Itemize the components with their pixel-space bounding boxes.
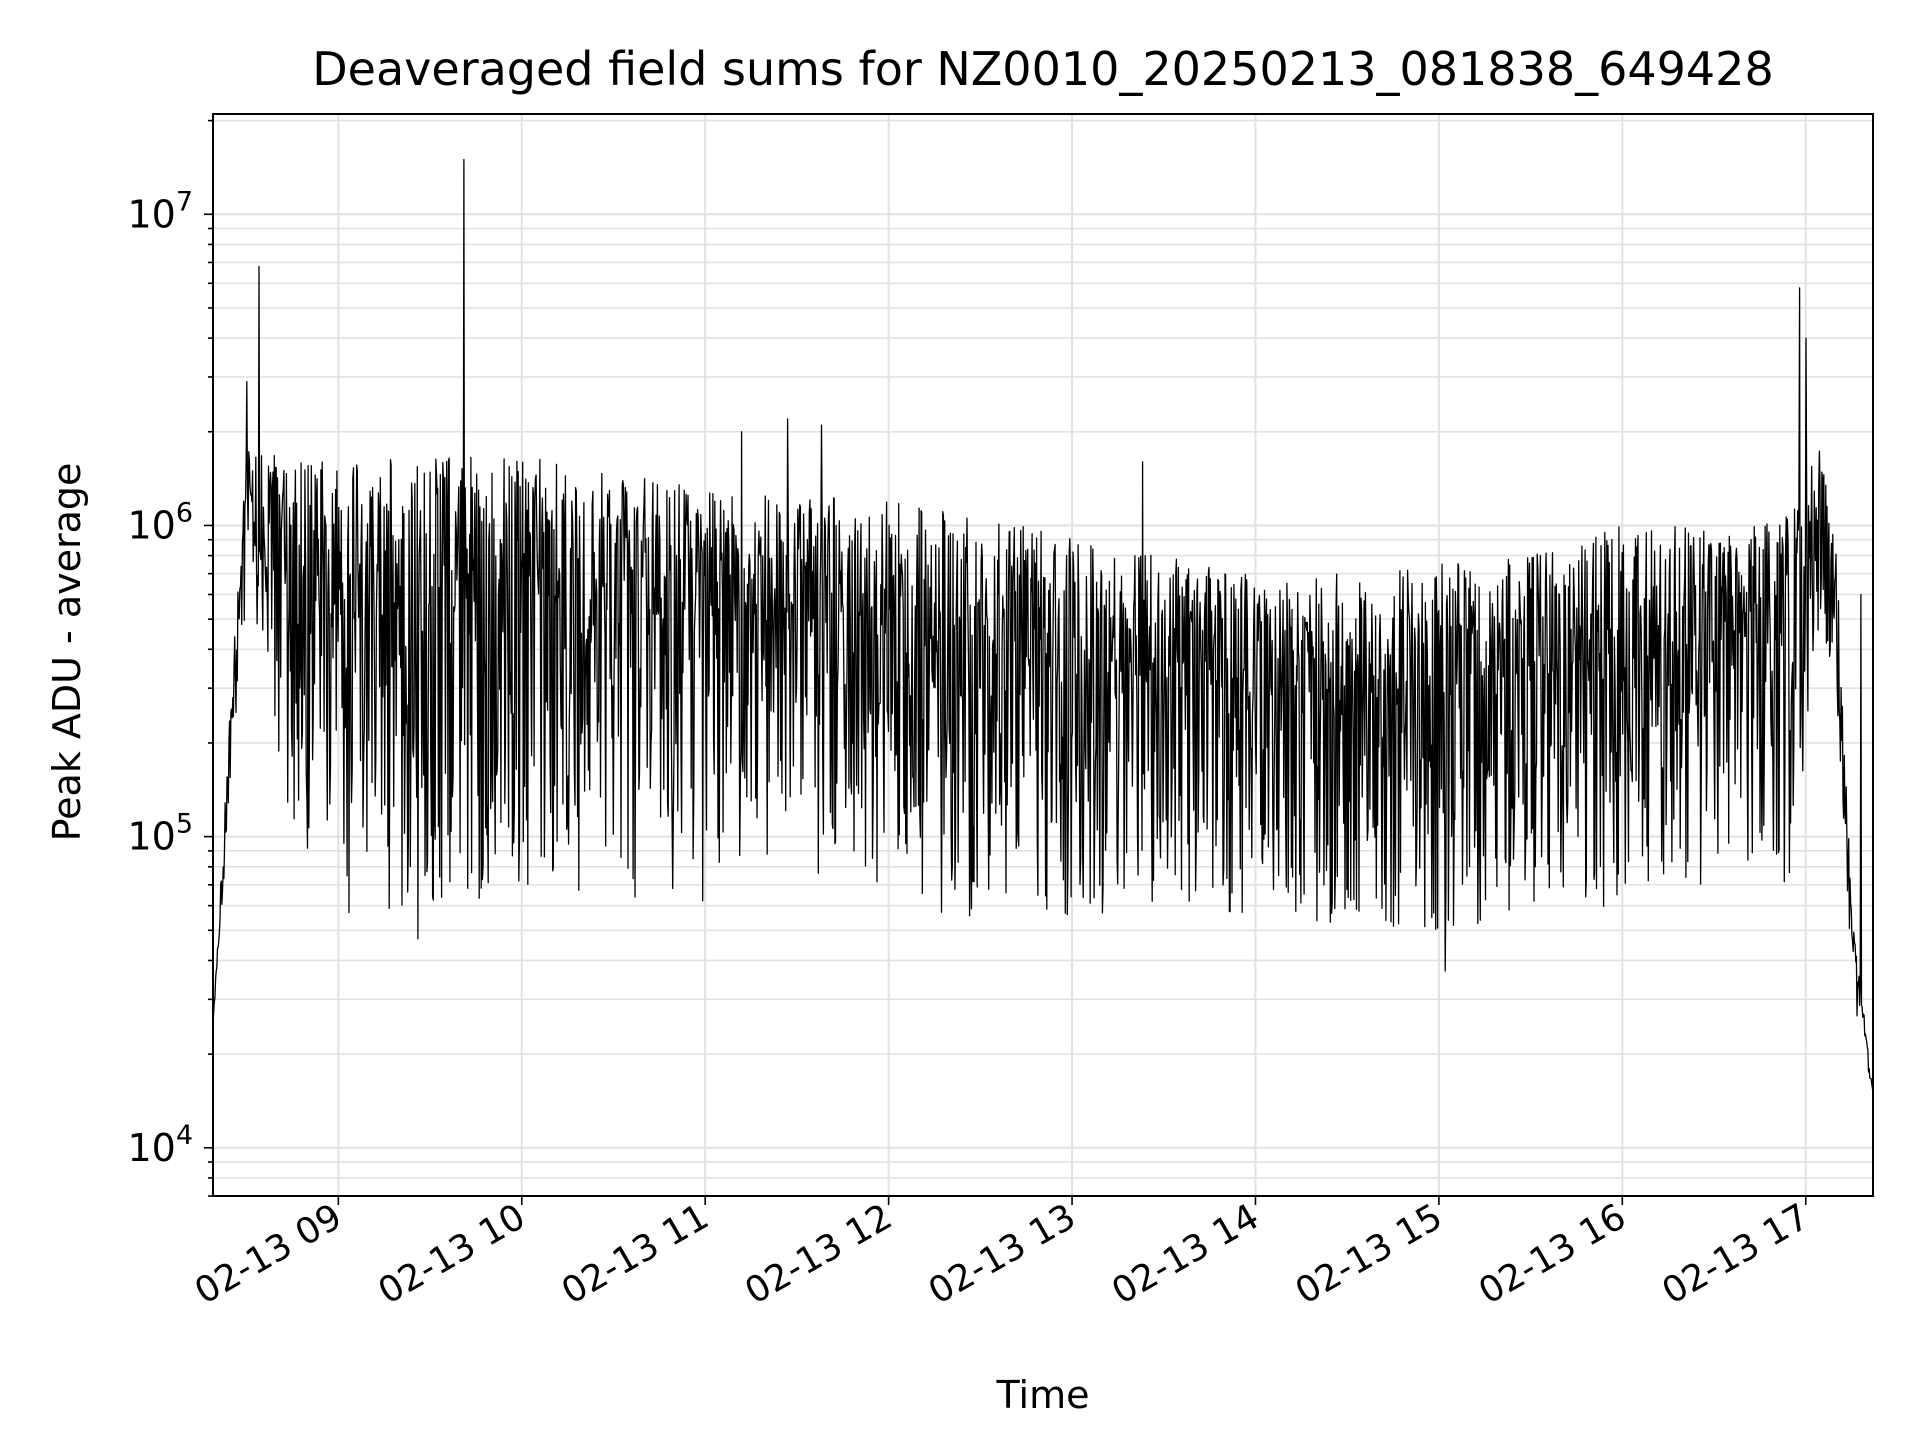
x-axis-label: Time [996, 1373, 1090, 1417]
plot-frame [212, 113, 1874, 1197]
plot-area [212, 158, 1874, 1094]
y-tick-label: 107 [127, 186, 193, 236]
series-line [212, 158, 1874, 1094]
y-tick-label: 105 [127, 809, 193, 859]
y-axis-label: Peak ADU - average [45, 463, 89, 842]
y-tick-label: 106 [127, 497, 193, 547]
chart-title: Deaveraged field sums for NZ0010_2025021… [312, 42, 1773, 96]
y-tick-label: 104 [127, 1120, 193, 1170]
